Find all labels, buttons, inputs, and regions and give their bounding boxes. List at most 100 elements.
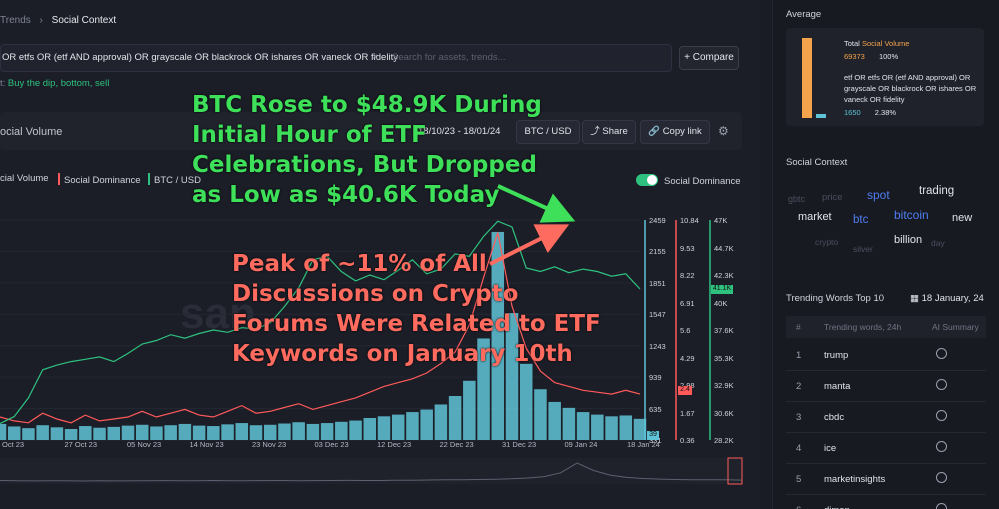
cloud-word[interactable]: trading	[919, 185, 955, 197]
search-input[interactable]: Search for assets, trends...	[392, 52, 506, 63]
y-tick-label: 2.98	[680, 381, 695, 390]
volume-bar	[562, 407, 576, 440]
volume-bar	[619, 415, 633, 440]
ai-summary-icon[interactable]	[936, 472, 947, 483]
cloud-word[interactable]: silver	[853, 244, 873, 254]
ai-summary-icon[interactable]	[936, 503, 947, 509]
y-tick-label: 635	[649, 404, 662, 414]
table-row[interactable]: 1 trump	[786, 339, 986, 371]
table-row[interactable]: 2 manta	[786, 370, 986, 402]
y-tick-label: 6.91	[680, 298, 695, 308]
copy-link-label: Copy link	[662, 126, 702, 137]
ai-summary-icon[interactable]	[936, 348, 947, 359]
table-header: # Trending words, 24h AI Summary	[786, 316, 986, 338]
table-row[interactable]: 4 ice	[786, 432, 986, 464]
header-rank: #	[796, 322, 801, 332]
average-bar-total	[802, 38, 812, 118]
share-label: Share	[602, 126, 628, 137]
volume-bar	[491, 231, 505, 440]
legend-label-volume: cial Volume	[0, 173, 49, 184]
remove-query-icon[interactable]: ×	[372, 52, 378, 63]
breadcrumb-current: Social Context	[51, 15, 117, 26]
annotation-green-line: Celebrations, But Dropped	[192, 152, 537, 178]
ai-summary-icon[interactable]	[936, 379, 947, 390]
ai-summary-icon[interactable]	[936, 410, 947, 421]
header-word: Trending words, 24h	[824, 322, 902, 332]
navigator[interactable]	[0, 458, 742, 484]
x-tick-label: 12 Dec 23	[377, 440, 412, 449]
breadcrumb-parent[interactable]: Trends	[0, 15, 31, 26]
trending-date-picker[interactable]: ▦ 18 January, 24	[910, 290, 986, 308]
legend-label-dominance: Social Dominance	[64, 175, 141, 186]
x-tick-label: 05 Nov 23	[127, 440, 162, 449]
query-pct: 2.38%	[874, 108, 897, 117]
query-bar[interactable]	[0, 44, 672, 72]
preset-link[interactable]: Buy the dip, bottom, sell	[7, 78, 110, 89]
toggle-label: Social Dominance	[664, 176, 741, 187]
volume-bar	[448, 396, 462, 440]
y-tick-label: 44.7K	[714, 243, 734, 253]
volume-bar	[377, 416, 391, 440]
row-word: dimon	[824, 505, 850, 509]
total-pct: 100%	[878, 52, 899, 61]
y-tick-label: 331	[649, 436, 662, 445]
table-row[interactable]: 3 cbdc	[786, 401, 986, 433]
red-arrow	[489, 224, 570, 266]
compare-button[interactable]: + Compare	[679, 46, 739, 70]
legend-btc-usd[interactable]: BTC / USD	[148, 173, 201, 186]
y-tick-label: 10.84	[680, 216, 699, 225]
x-tick-label: 31 Dec 23	[502, 440, 537, 449]
gear-icon[interactable]: ⚙	[718, 124, 729, 138]
volume-bar	[263, 424, 277, 440]
volume-bar	[36, 425, 49, 440]
legend-swatch-dominance	[58, 173, 60, 185]
cloud-word[interactable]: crypto	[815, 237, 839, 247]
cloud-word[interactable]: new	[952, 212, 973, 224]
total-metric: Social Volume	[861, 39, 910, 48]
y-tick-label: 9.53	[680, 243, 695, 253]
table-row[interactable]: 6 dimon	[786, 494, 986, 509]
volume-bar	[221, 424, 234, 440]
ai-summary-icon[interactable]	[936, 441, 947, 452]
navigator-handle[interactable]	[727, 457, 743, 485]
x-tick-label: 14 Nov 23	[189, 440, 224, 449]
volume-bar	[534, 389, 547, 440]
table-row[interactable]: 5 marketinsights	[786, 463, 986, 495]
pair-select[interactable]: BTC / USD	[516, 120, 580, 144]
cloud-word[interactable]: market	[798, 211, 832, 223]
y-tick-label: 1547	[649, 310, 666, 320]
average-box	[786, 28, 984, 126]
cloud-word[interactable]: gbtc	[788, 194, 806, 204]
query-value: 1650	[844, 108, 861, 117]
dominance-line	[0, 232, 641, 424]
row-word: marketinsights	[824, 474, 886, 485]
query-values: 1650 2.38%	[844, 108, 896, 117]
x-tick-label: 03 Dec 23	[314, 440, 349, 449]
cloud-word[interactable]: price	[822, 192, 843, 203]
cloud-word[interactable]: billion	[894, 234, 923, 246]
cloud-word[interactable]: bitcoin	[894, 208, 929, 222]
social-dominance-toggle[interactable]	[636, 174, 658, 186]
volume-bar	[576, 412, 590, 440]
volume-bar	[192, 425, 206, 440]
volume-bar	[50, 427, 64, 440]
green-arrow	[497, 184, 576, 223]
y-tick-label: 37.6K	[714, 326, 734, 335]
cloud-word[interactable]: spot	[867, 188, 890, 202]
volume-bar	[107, 426, 121, 440]
volume-bar	[633, 418, 647, 440]
copy-link-button[interactable]: 🔗 Copy link	[640, 120, 710, 144]
breadcrumb: Trends › Social Context	[0, 15, 116, 26]
query-text[interactable]: OR etfs OR (etf AND approval) OR graysca…	[2, 52, 398, 63]
y-tick-label: 5.6	[680, 326, 691, 335]
legend-social-dominance[interactable]: Social Dominance	[58, 173, 141, 186]
price-line	[0, 220, 641, 425]
navigator-line	[0, 462, 743, 482]
volume-bar	[363, 418, 377, 440]
share-button[interactable]: ⤴ Share	[582, 120, 636, 144]
cloud-word[interactable]: day	[931, 238, 945, 248]
cloud-word[interactable]: btc	[853, 214, 869, 226]
date-range-picker[interactable]: 18/10/23 - 18/01/24	[418, 126, 501, 137]
row-rank: 3	[796, 412, 802, 423]
legend-social-volume[interactable]: cial Volume	[0, 173, 49, 184]
